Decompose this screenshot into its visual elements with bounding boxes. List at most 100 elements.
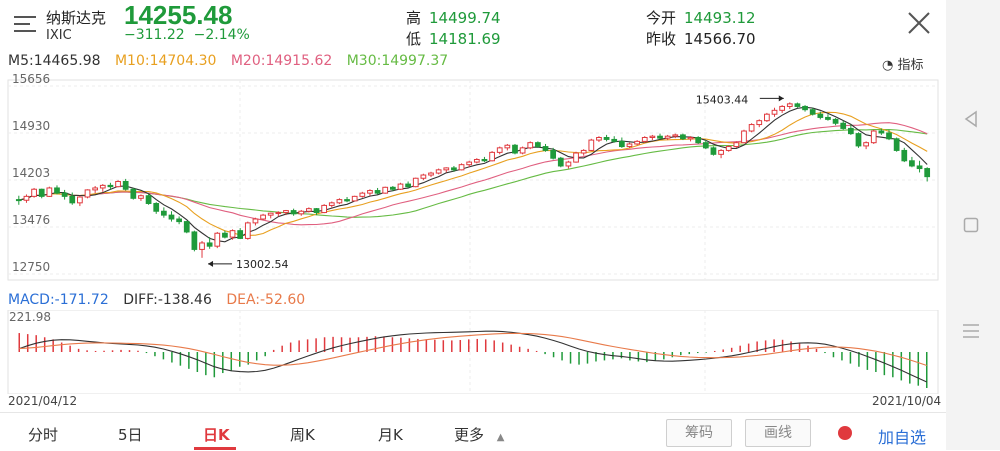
low-value: 14181.69 [429, 30, 501, 48]
close-icon[interactable] [906, 10, 932, 36]
candle-body [535, 142, 541, 148]
ma5-label: M5:14465.98 [8, 53, 101, 69]
candle [428, 171, 434, 177]
candle-body [214, 232, 221, 247]
candlestick-chart[interactable]: 15656 14930 14203 13476 12750 15403.44 13002.5… [0, 72, 946, 288]
prev-close-value: 14566.70 [684, 30, 756, 48]
candle-body [38, 188, 45, 197]
candle-body [855, 133, 862, 147]
add-watchlist-button[interactable]: 加自选 [878, 428, 927, 447]
candle-body [512, 144, 518, 154]
chips-button[interactable]: 筹码 [666, 419, 732, 447]
candle [580, 149, 587, 156]
candle [573, 151, 579, 163]
candle-body [718, 149, 724, 155]
back-icon[interactable] [962, 110, 980, 128]
candle [443, 167, 450, 173]
candle-body [351, 195, 358, 202]
tab-5day[interactable]: 5日 [118, 426, 143, 444]
tab-more[interactable]: 更多 ▲ [454, 424, 505, 445]
candle [61, 189, 68, 200]
candle [542, 143, 549, 152]
candle-body [367, 190, 373, 194]
candle-body [725, 146, 732, 151]
candle [54, 185, 60, 195]
candle [389, 186, 396, 192]
candle-body [893, 138, 900, 151]
candle-body [290, 210, 297, 215]
y-tick-label: 14203 [12, 166, 50, 180]
candle [367, 189, 373, 196]
end-date: 2021/10/04 [872, 394, 942, 408]
candle [115, 180, 121, 188]
candle-body [840, 122, 847, 129]
candle-body [420, 174, 427, 179]
candle-body [649, 135, 656, 138]
candle [725, 145, 732, 152]
candle-body [23, 195, 30, 201]
candle-body [863, 142, 869, 147]
candle [641, 136, 648, 143]
draw-line-button[interactable]: 画线 [745, 419, 811, 447]
index-name: 纳斯达克 [46, 9, 107, 27]
candle-body [786, 103, 793, 107]
candle [870, 129, 877, 144]
candle [825, 114, 831, 121]
candle-body [626, 143, 633, 148]
candle-body [756, 120, 763, 126]
home-icon[interactable] [963, 217, 979, 233]
candle [733, 141, 740, 148]
candle [275, 211, 282, 217]
candle-body [191, 231, 198, 250]
candle [69, 192, 76, 205]
candle-body [458, 164, 465, 171]
candle [496, 146, 503, 155]
candle-body [99, 184, 106, 189]
candle-body [244, 222, 251, 239]
candle [527, 141, 534, 150]
candle [206, 237, 213, 249]
candle [336, 198, 343, 205]
candle-body [809, 109, 816, 115]
candle [38, 188, 45, 199]
candle-body [542, 146, 549, 151]
macd-chart[interactable]: 221.98 [0, 310, 946, 394]
prev-close-stat: 昨收 14566.70 [646, 28, 756, 49]
candle-body [397, 183, 404, 190]
candle [649, 134, 656, 141]
candle-body [825, 116, 831, 120]
candle-body [611, 138, 618, 142]
tab-daily-k[interactable]: 日K [203, 426, 230, 444]
candle [153, 202, 160, 214]
candle [451, 165, 457, 172]
diff-label: DIFF:-138.46 [123, 292, 212, 308]
candle [756, 119, 763, 128]
ma30-label: M30:14997.37 [346, 53, 449, 69]
candle [596, 136, 602, 143]
candle-body [817, 113, 824, 118]
candle [611, 136, 618, 143]
candle-body [565, 161, 572, 167]
candle-body [306, 208, 312, 212]
candle [458, 163, 465, 171]
candle-body [634, 140, 640, 145]
candle [374, 187, 381, 195]
candle-body [764, 113, 770, 122]
y-tick-label: 15656 [12, 72, 50, 86]
indicator-button[interactable]: ◔ 指标 [882, 54, 924, 73]
candle [909, 156, 915, 168]
tab-intraday[interactable]: 分时 [28, 426, 59, 444]
candle-body [412, 177, 419, 188]
recent-apps-icon[interactable] [962, 323, 980, 339]
record-dot-icon[interactable] [836, 424, 854, 442]
candle-body [527, 142, 534, 149]
tab-monthly-k[interactable]: 月K [378, 426, 403, 444]
candle-body [84, 189, 91, 198]
last-price: 14255.48 [124, 0, 233, 30]
candle [840, 120, 847, 130]
menu-icon[interactable] [14, 16, 36, 34]
tab-weekly-k[interactable]: 周K [290, 426, 315, 444]
candle [260, 213, 266, 221]
candle-body [878, 130, 885, 134]
dea-line [19, 332, 927, 367]
